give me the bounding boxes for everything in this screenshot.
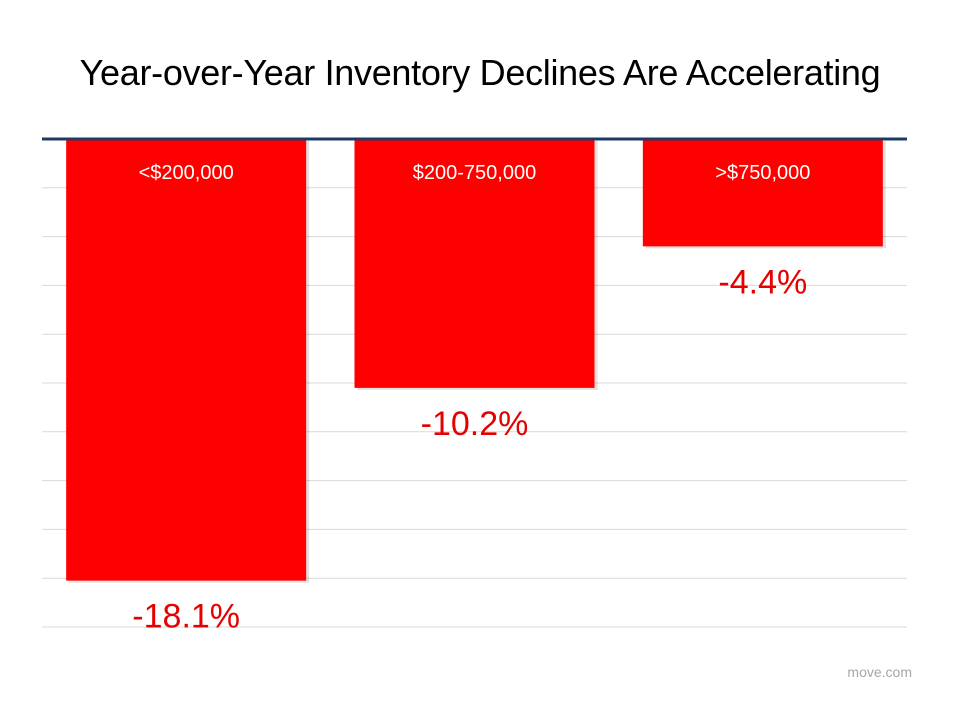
category-labels: <$200,000 $200-750,000 >$750,000 bbox=[139, 162, 811, 184]
category-label-1: $200-750,000 bbox=[413, 162, 536, 184]
value-label-0: -18.1% bbox=[132, 598, 240, 636]
category-label-2: >$750,000 bbox=[715, 162, 810, 184]
bar-1 bbox=[354, 139, 595, 388]
value-label-1: -10.2% bbox=[421, 405, 529, 443]
value-label-2: -4.4% bbox=[718, 263, 807, 301]
category-label-0: <$200,000 bbox=[139, 162, 234, 184]
bars bbox=[66, 139, 886, 583]
source-credit: move.com bbox=[847, 664, 912, 680]
bar-2 bbox=[642, 139, 883, 247]
bar-0 bbox=[66, 139, 307, 581]
value-labels: -18.1% -10.2% -4.4% bbox=[132, 263, 807, 635]
chart-title: Year-over-Year Inventory Declines Are Ac… bbox=[79, 52, 881, 93]
